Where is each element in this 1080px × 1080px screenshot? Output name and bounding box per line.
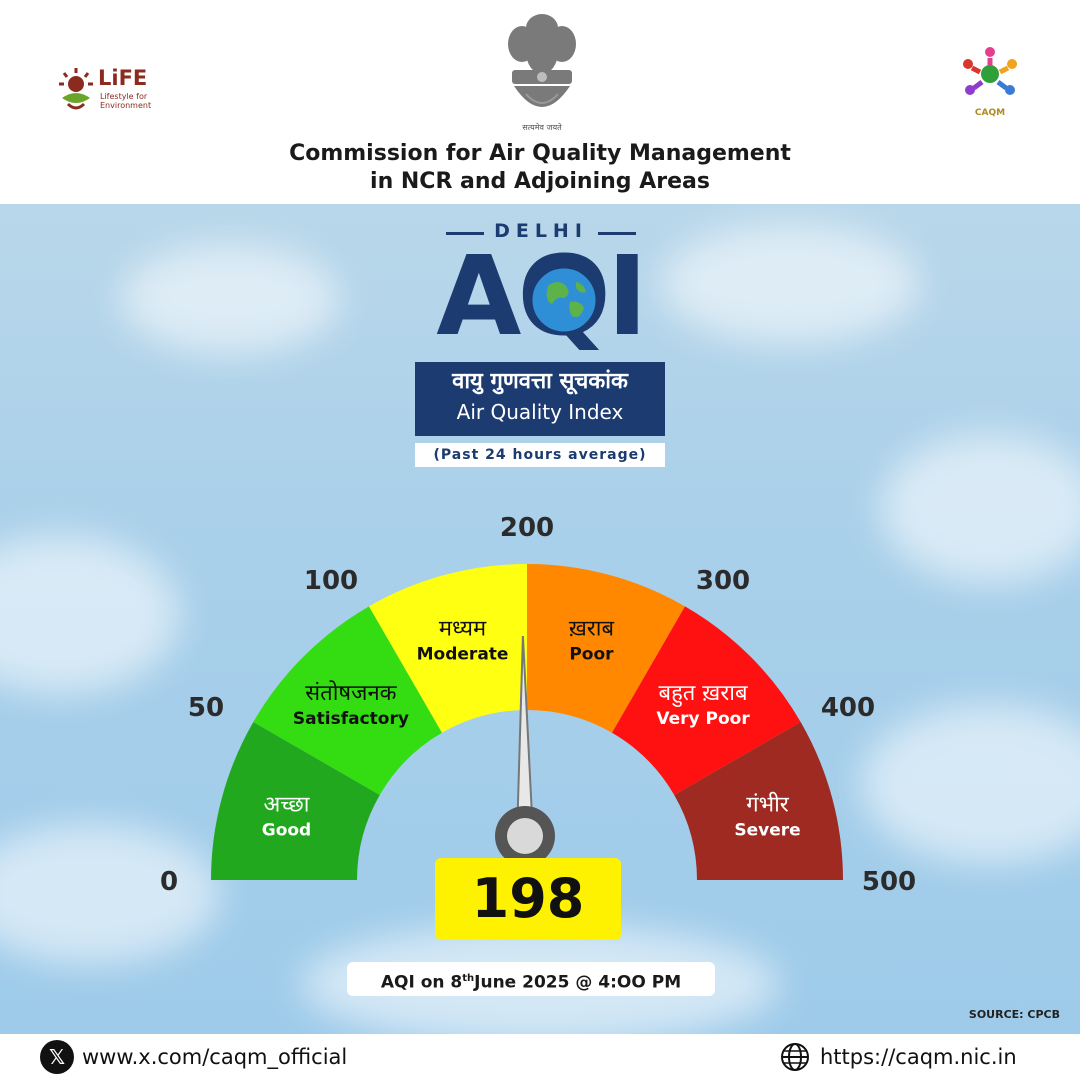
date-suffix: June 2025 @ 4:OO PM (474, 972, 682, 993)
segment-label-english: Very Poor (656, 709, 750, 729)
date-ordinal: th (462, 973, 475, 984)
segment-label-english: Satisfactory (293, 709, 409, 729)
life-sun-icon (59, 68, 93, 110)
emblem-motto: सत्यमेव जयते (522, 123, 562, 132)
gauge-segment-poor (527, 564, 685, 733)
aqi-gauge: अच्छा Good संतोषजनक Satisfactory मध्यम Modera… (160, 513, 916, 897)
segment-label-english: Severe (734, 821, 800, 841)
divider (446, 232, 484, 235)
globe-icon (781, 1043, 809, 1071)
divider (598, 232, 636, 235)
national-emblem (500, 8, 584, 136)
life-logo-subtitle: Lifestyle for Environment (100, 92, 152, 110)
source-label: SOURCE: CPCB (968, 1008, 1060, 1021)
segment-label-english: Good (262, 821, 311, 841)
life-logo: LiFE Lifestyle for Environment (56, 66, 166, 118)
city-heading: DELHI (446, 220, 636, 244)
caqm-logo-label: CAQM (974, 108, 1006, 118)
website-url[interactable]: https://caqm.nic.in (820, 1045, 1017, 1069)
cloud (880, 434, 1080, 584)
website-link[interactable]: https://caqm.nic.in (780, 1040, 1017, 1074)
tick-label: 500 (862, 867, 916, 897)
tick-label: 0 (160, 867, 178, 897)
tick-label: 400 (821, 693, 875, 723)
tick-label: 100 (304, 566, 358, 596)
segment-label-english: Moderate (417, 644, 509, 664)
gauge-segment-severe (674, 722, 843, 880)
gauge-segment-very-poor (612, 606, 801, 795)
x-logo-icon: 𝕏 (40, 1040, 74, 1074)
life-logo-title: LiFE (98, 66, 148, 90)
segment-label-hindi: अच्छा (263, 793, 309, 818)
gauge-segment-good (211, 722, 380, 880)
caqm-figures-icon (963, 47, 1017, 95)
commission-title-line2: in NCR and Adjoining Areas (370, 169, 710, 194)
tick-label: 200 (500, 513, 554, 543)
caqm-logo: CAQM (954, 44, 1026, 122)
globe-icon (529, 265, 599, 335)
aqi-value: 198 (435, 858, 621, 940)
segment-label-hindi: बहुत ख़राब (659, 681, 748, 707)
commission-title: Commission for Air Quality Management in… (240, 140, 840, 196)
gauge-segment-moderate (369, 564, 527, 733)
segment-label-hindi: ख़राब (569, 616, 615, 641)
commission-title-line1: Commission for Air Quality Management (289, 141, 791, 166)
index-label-english: Air Quality Index (456, 400, 624, 424)
index-label-hindi: वायु गुणवत्ता सूचकांक (452, 369, 628, 394)
segment-label-english: Poor (569, 644, 614, 664)
date-prefix: AQI on 8 (380, 972, 463, 993)
segment-label-hindi: गंभीर (746, 792, 790, 818)
x-url[interactable]: www.x.com/caqm_official (82, 1045, 348, 1069)
cloud (120, 244, 340, 354)
header: LiFE Lifestyle for Environment सत्यमेव ज… (0, 0, 1080, 204)
cloud (660, 224, 920, 344)
tick-label: 300 (696, 566, 750, 596)
cloud (860, 704, 1080, 864)
lion-capital-icon (508, 14, 576, 107)
tick-label: 50 (188, 693, 224, 723)
reading-date: AQI on 8thJune 2025 @ 4:OO PM (347, 962, 715, 996)
cloud (0, 824, 220, 964)
needle-hub-inner (507, 818, 543, 854)
x-profile-link[interactable]: 𝕏 www.x.com/caqm_official (40, 1040, 347, 1074)
footer (0, 1034, 1080, 1080)
gauge-segment-satisfactory (253, 606, 442, 795)
period-label: (Past 24 hours average) (415, 443, 665, 467)
city-name: DELHI (494, 220, 588, 242)
segment-label-hindi: संतोषजनक (305, 680, 397, 706)
index-label-box: वायु गुणवत्ता सूचकांक Air Quality Index (415, 362, 665, 436)
segment-label-hindi: मध्यम (439, 616, 487, 641)
